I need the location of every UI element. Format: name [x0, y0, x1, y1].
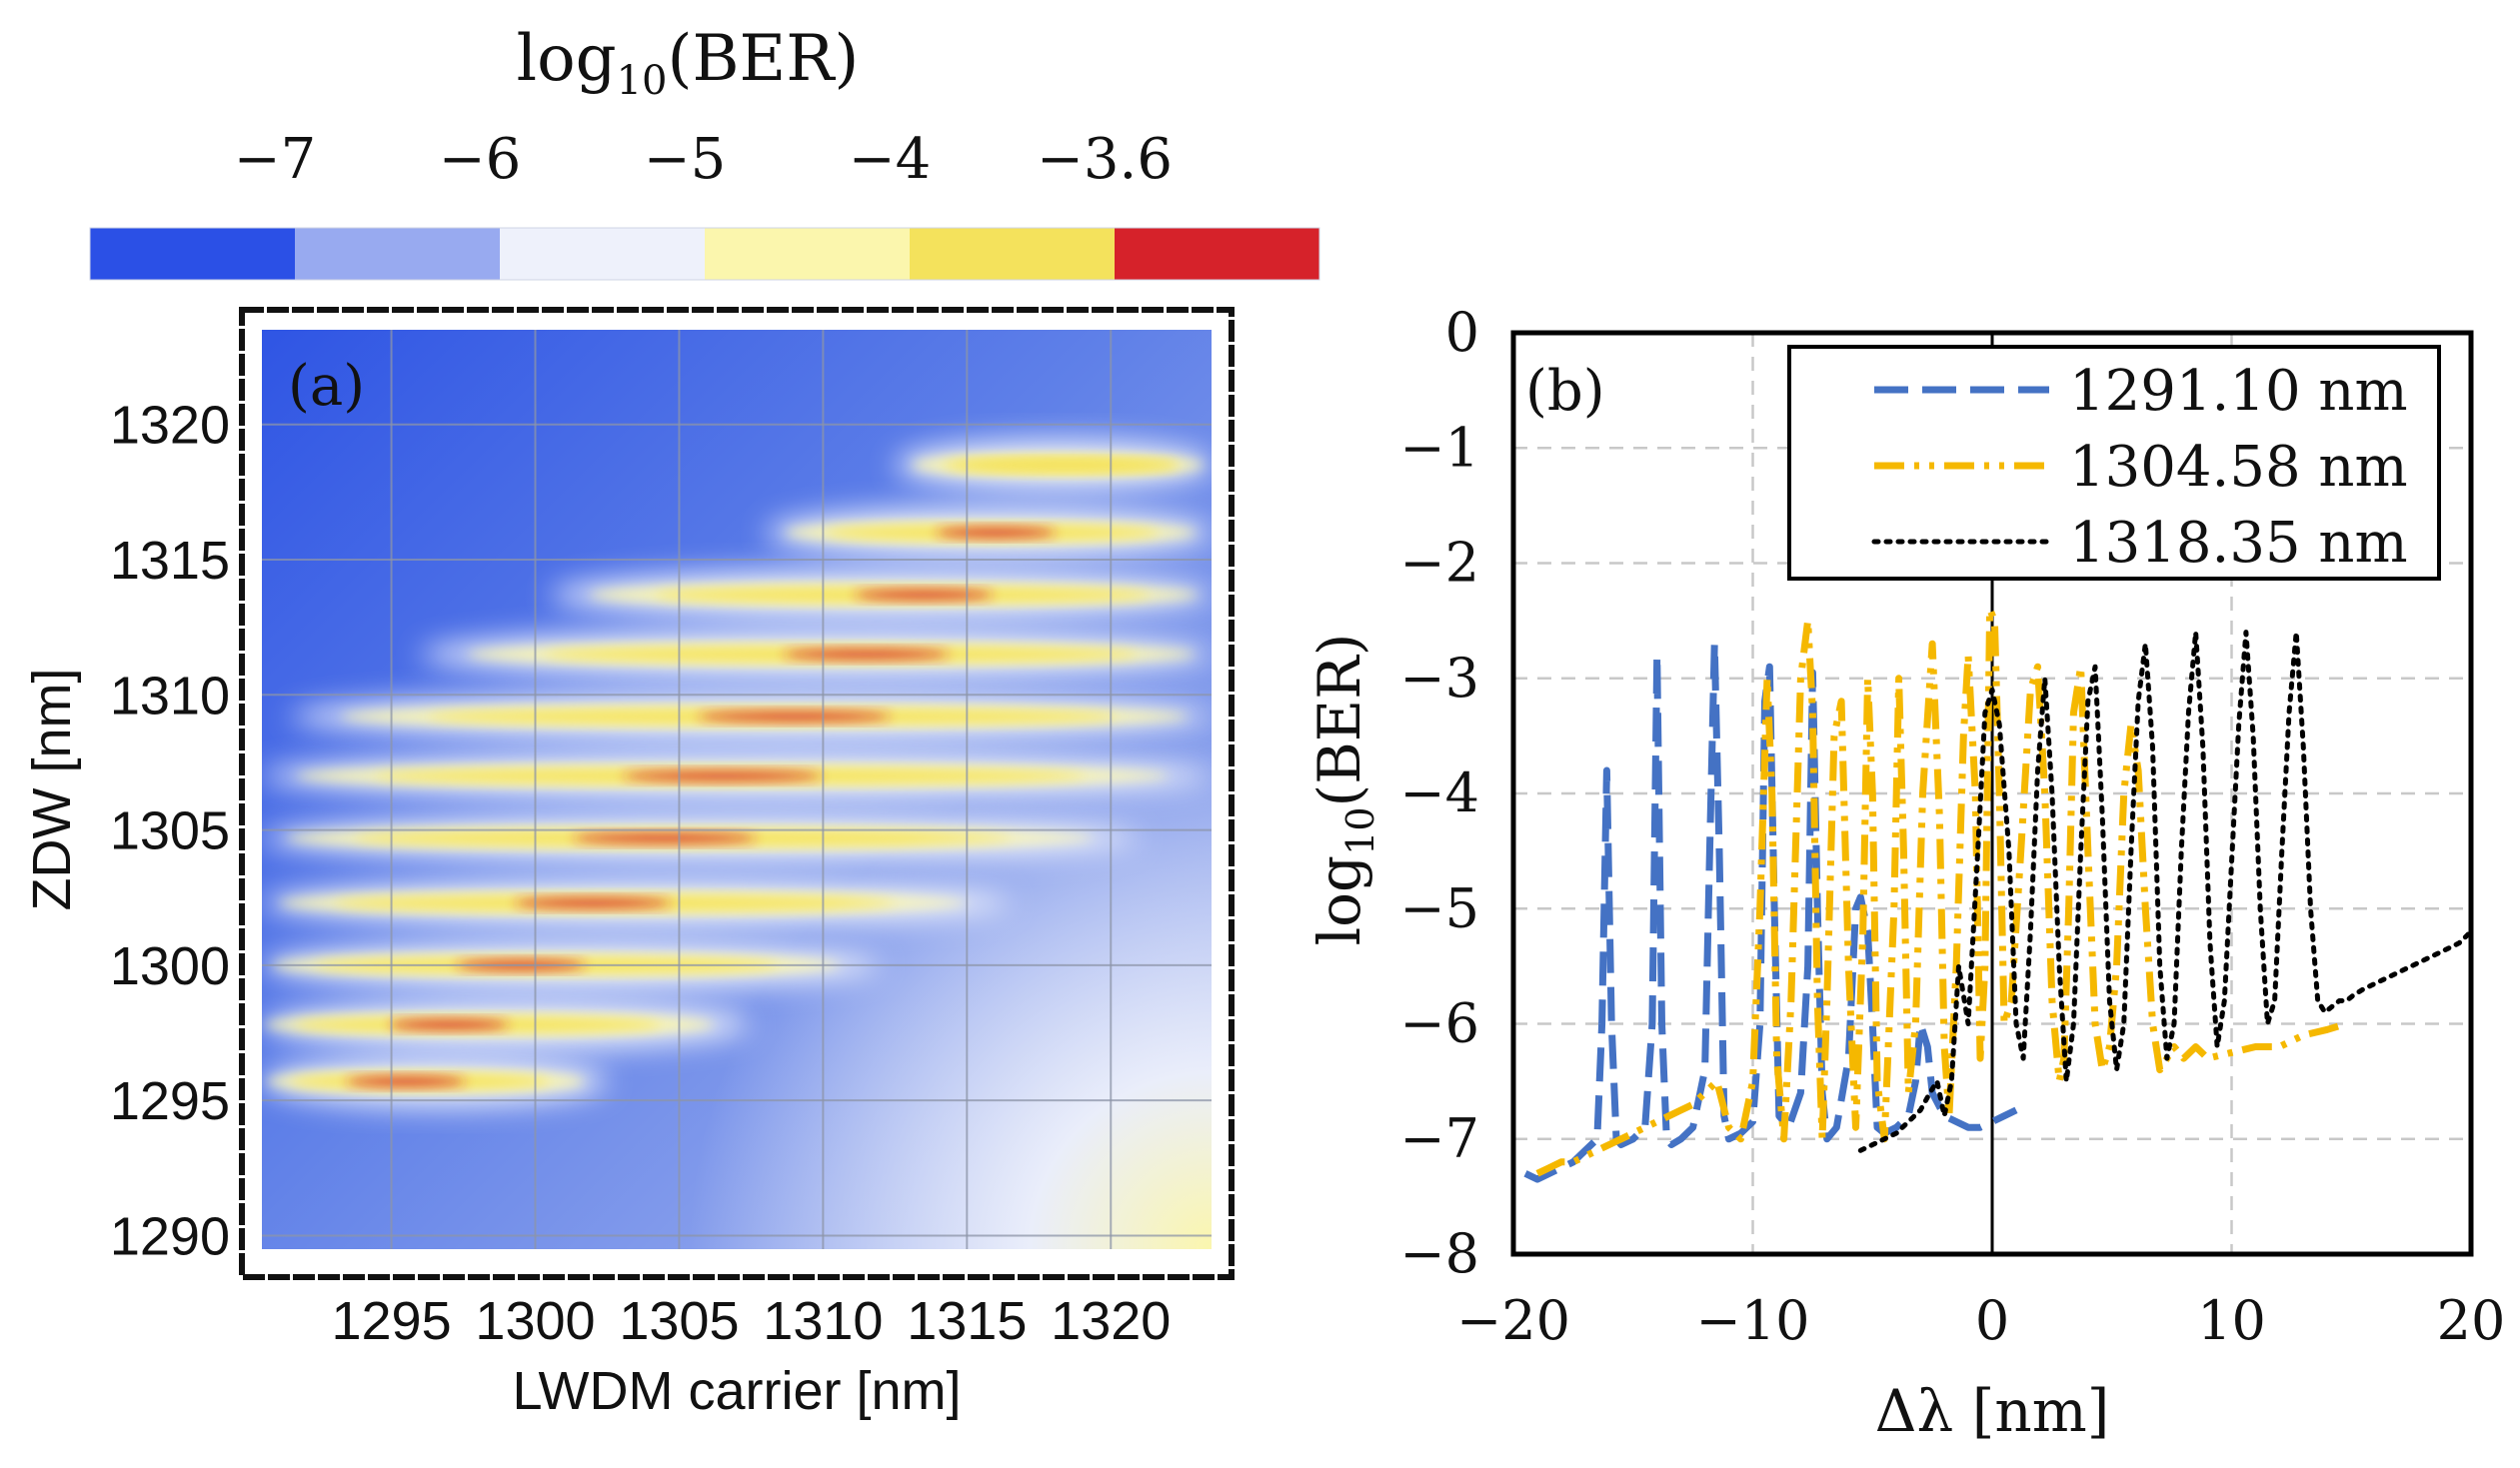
colorbar-tick-label: −7 — [234, 127, 317, 192]
heatmap-xtick-label: 1300 — [475, 1291, 595, 1351]
colorbar-bin-2 — [500, 228, 706, 280]
heatmap-xtick-label: 1310 — [763, 1291, 883, 1351]
line-xtick-label: −20 — [1456, 1289, 1570, 1352]
heatmap-frame — [239, 307, 1235, 1280]
line-ytick-label: −3 — [1399, 647, 1479, 710]
line-ytick-label: −6 — [1399, 992, 1479, 1055]
colorbar-outline — [89, 227, 1320, 281]
heatmap-xtick-label: 1295 — [331, 1291, 451, 1351]
heatmap-ytick-label: 1315 — [110, 531, 230, 591]
heatmap-ylabel: ZDW [nm] — [22, 669, 82, 911]
line-ytick-label: 0 — [1445, 301, 1479, 364]
heatmap-ytick-label: 1290 — [110, 1206, 230, 1266]
legend-label-0: 1291.10 nm — [2069, 359, 2408, 424]
line-xtick-label: 20 — [2437, 1289, 2506, 1352]
heatmap-corner-glow — [262, 330, 1212, 1249]
heatmap-ytick-label: 1305 — [110, 801, 230, 861]
legend-label-1: 1304.58 nm — [2069, 435, 2408, 500]
line-ytick-label: −1 — [1399, 416, 1479, 479]
legend: 1291.10 nm 1304.58 nm 1318.35 nm — [1787, 345, 2441, 581]
colorbar-tick-label: −3.6 — [1037, 127, 1173, 192]
line-xtick-label: 10 — [2197, 1289, 2266, 1352]
heatmap-ytick-label: 1310 — [110, 666, 230, 726]
heatmap-xtick-label: 1315 — [907, 1291, 1027, 1351]
line-ytick-label: −7 — [1399, 1107, 1479, 1170]
heatmap-panel-label: (a) — [288, 354, 365, 419]
colorbar: log10(BER) −7 −6 −5 −4 −3.6 — [89, 22, 1320, 281]
line-xlabel: Δλ [nm] — [1875, 1377, 2110, 1445]
series-line-1 — [1535, 606, 2348, 1177]
colorbar-bin-0 — [90, 228, 296, 280]
colorbar-bin-4 — [910, 228, 1116, 280]
colorbar-bin-3 — [705, 228, 911, 280]
heatmap-xlabel: LWDM carrier [nm] — [512, 1361, 961, 1421]
line-xtick-label: 0 — [1975, 1289, 2009, 1352]
line-frame — [1510, 330, 2474, 1257]
line-ytick-label: −2 — [1399, 532, 1479, 595]
series-line-2 — [1857, 630, 2471, 1153]
heatmap-xtick-label: 1305 — [619, 1291, 739, 1351]
heatmap-ytick-label: 1320 — [110, 396, 230, 456]
line-xtick-label: −10 — [1696, 1289, 1810, 1352]
colorbar-bin-5 — [1115, 228, 1320, 280]
line-ytick-label: −5 — [1399, 876, 1479, 939]
colorbar-bin-1 — [295, 228, 501, 280]
heatmap-xtick-label: 1320 — [1051, 1291, 1171, 1351]
heatmap-ytick-label: 1295 — [110, 1071, 230, 1131]
line-ytick-label: −8 — [1399, 1222, 1479, 1285]
heatmap-ytick-label: 1300 — [110, 936, 230, 996]
colorbar-title: log10(BER) — [517, 22, 860, 104]
line-ylabel: log10(BER) — [1305, 634, 1382, 946]
line-ytick-label: −4 — [1399, 761, 1479, 824]
line-panel-label: (b) — [1525, 359, 1605, 424]
colorbar-tick-label: −6 — [439, 127, 522, 192]
colorbar-tick-label: −4 — [849, 127, 932, 192]
legend-label-2: 1318.35 nm — [2069, 511, 2408, 576]
colorbar-tick-label: −5 — [644, 127, 727, 192]
heatmap-panel: (a) 1295 1300 1305 1310 1315 1320 1290 1295 130… — [22, 307, 1235, 1421]
line-panel: (b) −20 −10 0 10 20 0 −1 −2 −3 −4 −5 −6 −7 −8 Δλ [nm… — [1305, 301, 2505, 1445]
